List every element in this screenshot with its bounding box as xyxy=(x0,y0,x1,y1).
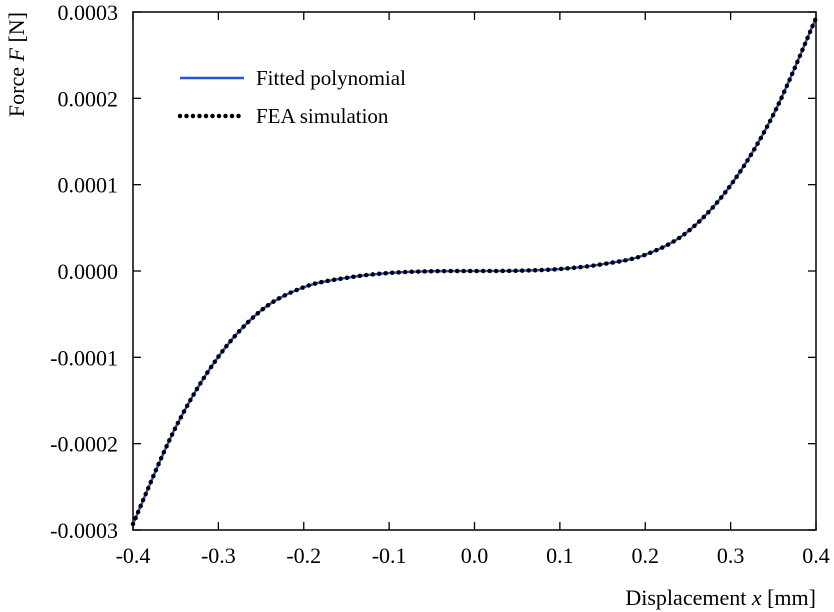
y-tick-label: 0.0001 xyxy=(58,173,119,198)
x-tick-label: 0.4 xyxy=(802,543,830,568)
y-tick-label: -0.0002 xyxy=(50,432,118,457)
y-tick-label: -0.0003 xyxy=(50,518,118,543)
x-tick-label: -0.3 xyxy=(201,543,236,568)
x-tick-label: 0.3 xyxy=(717,543,745,568)
x-tick-label: -0.4 xyxy=(116,543,151,568)
legend: Fitted polynomial FEA simulation xyxy=(177,66,406,128)
legend-label-fea-simulation: FEA simulation xyxy=(256,104,389,128)
y-tick-label: 0.0002 xyxy=(58,86,119,111)
y-axis-title: Force F [N] xyxy=(4,12,29,117)
axis-ticks: -0.4 -0.3 -0.2 -0.1 0.0 0.1 0.2 0.3 0.4 -0.0003 -0… xyxy=(50,0,830,568)
x-tick-label: 0.2 xyxy=(632,543,660,568)
x-tick-label: -0.1 xyxy=(372,543,407,568)
x-tick-label: 0.1 xyxy=(546,543,574,568)
y-tick-label: 0.0000 xyxy=(58,259,119,284)
y-tick-label: -0.0001 xyxy=(50,345,118,370)
legend-label-fitted-polynomial: Fitted polynomial xyxy=(256,66,406,90)
x-tick-label: -0.2 xyxy=(286,543,321,568)
x-tick-label: 0.0 xyxy=(461,543,489,568)
series-layer xyxy=(130,15,819,527)
series-line-fea-simulation xyxy=(130,15,819,527)
x-axis-title: Displacement x [mm] xyxy=(625,585,816,610)
y-tick-label: 0.0003 xyxy=(58,0,119,25)
